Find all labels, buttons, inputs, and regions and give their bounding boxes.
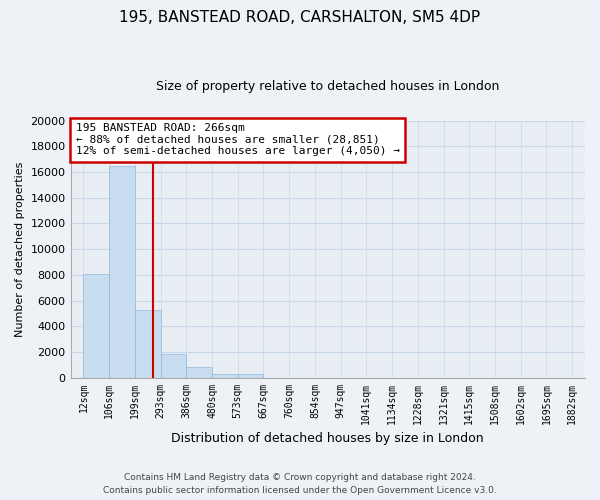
Bar — [212, 374, 238, 378]
Y-axis label: Number of detached properties: Number of detached properties — [15, 162, 25, 337]
Text: 195, BANSTEAD ROAD, CARSHALTON, SM5 4DP: 195, BANSTEAD ROAD, CARSHALTON, SM5 4DP — [119, 10, 481, 25]
X-axis label: Distribution of detached houses by size in London: Distribution of detached houses by size … — [172, 432, 484, 445]
Bar — [83, 274, 109, 378]
Bar — [109, 166, 135, 378]
Title: Size of property relative to detached houses in London: Size of property relative to detached ho… — [156, 80, 499, 93]
Text: Contains HM Land Registry data © Crown copyright and database right 2024.
Contai: Contains HM Land Registry data © Crown c… — [103, 473, 497, 495]
Bar — [135, 310, 161, 378]
Text: 195 BANSTEAD ROAD: 266sqm
← 88% of detached houses are smaller (28,851)
12% of s: 195 BANSTEAD ROAD: 266sqm ← 88% of detac… — [76, 123, 400, 156]
Bar — [161, 354, 186, 378]
Bar — [238, 374, 263, 378]
Bar — [186, 368, 212, 378]
